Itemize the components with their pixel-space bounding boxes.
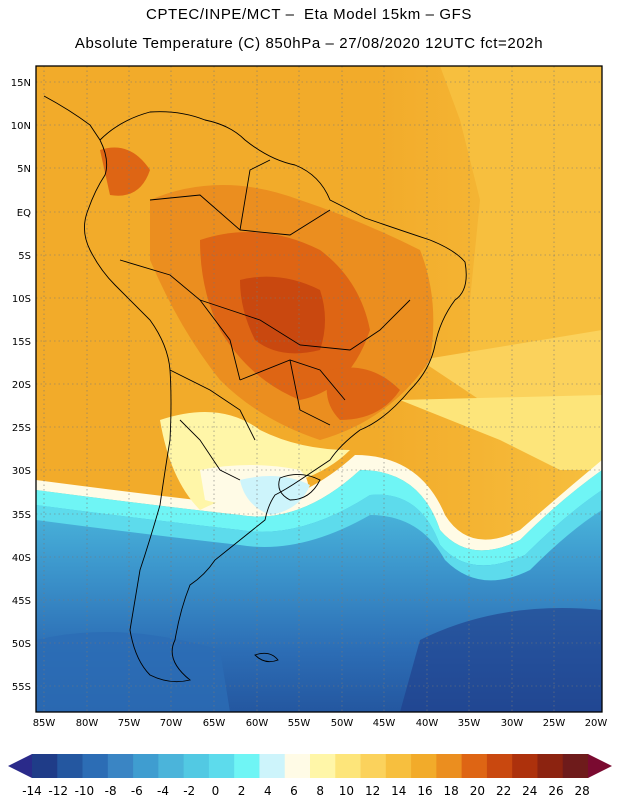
colorbar-swatch — [537, 754, 564, 778]
lat-label: 35S — [12, 510, 31, 521]
colorbar-tick: 16 — [417, 784, 432, 798]
colorbar-tick: -8 — [105, 784, 117, 798]
chart-title-line1: CPTEC/INPE/MCT – Eta Model 15km – GFS — [146, 6, 472, 23]
lat-label: 15N — [11, 78, 31, 89]
colorbar-tick: 6 — [290, 784, 298, 798]
plot-frame — [35, 65, 603, 713]
lon-label: 40W — [416, 718, 439, 729]
colorbar-swatch — [486, 754, 513, 778]
lon-label: 65W — [203, 718, 226, 729]
colorbar-swatch — [335, 754, 361, 778]
colorbar-tick: -12 — [48, 784, 68, 798]
lon-label: 60W — [246, 718, 269, 729]
lat-label: 45S — [12, 596, 31, 607]
colorbar-tick: 12 — [365, 784, 380, 798]
colorbar-tick: 18 — [444, 784, 459, 798]
lat-label: EQ — [17, 208, 31, 219]
coastline — [43, 95, 467, 683]
lon-label: 25W — [543, 718, 566, 729]
colorbar-swatch — [133, 754, 159, 778]
lat-label: 15S — [12, 337, 31, 348]
latitude-axis: 15N 10N 5N EQ 5S 10S 15S 20S 25S 30S 35S… — [11, 78, 31, 693]
lat-label: 5S — [18, 251, 31, 262]
temperature-field — [36, 66, 602, 712]
colorbar-swatch — [82, 754, 109, 778]
lat-label: 30S — [12, 466, 31, 477]
lat-label: 25S — [12, 423, 31, 434]
colorbar-swatch — [183, 754, 210, 778]
colorbar-legend: -14 -12 -10 -8 -6 -4 -2 0 2 4 6 8 10 12 … — [8, 754, 612, 798]
lat-label: 5N — [17, 164, 31, 175]
colorbar-low-extend — [8, 754, 32, 778]
colorbar-swatch — [360, 754, 387, 778]
lat-label: 55S — [12, 682, 31, 693]
lat-label: 40S — [12, 553, 31, 564]
lon-label: 80W — [76, 718, 99, 729]
colorbar-tick: -14 — [22, 784, 42, 798]
lon-label: 35W — [458, 718, 481, 729]
lon-label: 20W — [585, 718, 608, 729]
colorbar-tick: 14 — [391, 784, 406, 798]
colorbar-swatch — [57, 754, 83, 778]
colorbar-tick: 26 — [548, 784, 563, 798]
colorbar-tick: 24 — [522, 784, 537, 798]
colorbar-swatch — [411, 754, 437, 778]
colorbar-tick: 2 — [238, 784, 246, 798]
colorbar-swatch — [385, 754, 412, 778]
lon-label: 45W — [373, 718, 396, 729]
colorbar-swatch — [208, 754, 235, 778]
colorbar-tick: -2 — [183, 784, 195, 798]
lon-label: 50W — [331, 718, 354, 729]
chart-title-line2: Absolute Temperature (C) 850hPa – 27/08/… — [74, 35, 544, 52]
lat-label: 20S — [12, 380, 31, 391]
lon-label: 30W — [501, 718, 524, 729]
colorbar-swatch — [234, 754, 260, 778]
colorbar-swatch — [32, 754, 58, 778]
lat-label: 50S — [12, 639, 31, 650]
colorbar-tick: 10 — [339, 784, 354, 798]
colorbar-swatch — [284, 754, 311, 778]
colorbar-tick: 0 — [212, 784, 220, 798]
colorbar-swatch — [310, 754, 336, 778]
colorbar-high-extend — [588, 754, 612, 778]
colorbar-tick: 20 — [470, 784, 485, 798]
colorbar-tick: 4 — [264, 784, 272, 798]
colorbar-tick: 8 — [316, 784, 324, 798]
colorbar-swatch — [512, 754, 538, 778]
colorbar-swatch — [461, 754, 488, 778]
lon-label: 85W — [33, 718, 56, 729]
lon-label: 55W — [288, 718, 311, 729]
colorbar-tick: 28 — [575, 784, 590, 798]
lon-label: 70W — [160, 718, 183, 729]
colorbar-swatch — [107, 754, 134, 778]
lat-label: 10S — [12, 294, 31, 305]
colorbar-swatch — [436, 754, 463, 778]
colorbar-swatch — [158, 754, 185, 778]
colorbar-swatch — [562, 754, 589, 778]
colorbar-tick: -10 — [75, 784, 95, 798]
colorbar-tick: -6 — [131, 784, 143, 798]
longitude-axis: 85W 80W 75W 70W 65W 60W 55W 50W 45W 40W … — [33, 718, 608, 729]
lat-label: 10N — [11, 121, 31, 132]
colorbar-tick: -4 — [157, 784, 169, 798]
lon-label: 75W — [118, 718, 141, 729]
colorbar-tick: 22 — [496, 784, 511, 798]
colorbar-swatch — [259, 754, 286, 778]
